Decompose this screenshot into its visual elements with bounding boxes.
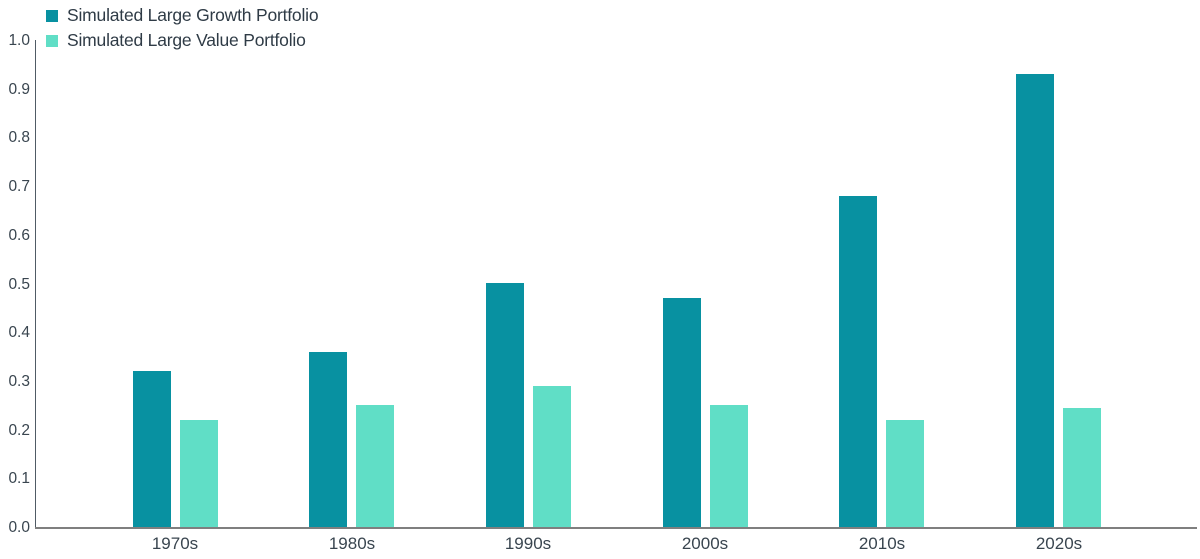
y-axis-tick-label: 0.0	[8, 519, 30, 536]
legend-item-growth: Simulated Large Growth Portfolio	[46, 5, 319, 25]
x-axis-baseline	[35, 527, 1197, 529]
value-bar-1970s	[180, 420, 218, 527]
y-axis-tick-label: 0.6	[8, 226, 30, 244]
growth-bar-1980s	[309, 352, 347, 527]
y-axis-tick-label: 0.3	[8, 372, 30, 390]
x-axis-tick-label: 1970s	[151, 534, 199, 553]
value-bar-2000s	[710, 405, 748, 527]
growth-bar-2010s	[839, 196, 877, 527]
y-axis-tick-label: 0.8	[8, 129, 30, 147]
value-bar-2010s	[886, 420, 924, 527]
growth-bar-2000s	[663, 298, 701, 527]
y-axis-line	[35, 40, 36, 528]
y-axis-tick-label: 0.4	[8, 324, 30, 342]
y-axis-tick-label: 0.9	[8, 80, 30, 98]
y-axis-tick-label: 1.0	[8, 32, 30, 49]
chart-legend: Simulated Large Growth Portfolio Simulat…	[46, 5, 319, 50]
y-axis-tick-label: 0.5	[8, 275, 30, 293]
x-axis-tick-label: 1990s	[504, 534, 552, 553]
value-bar-1980s	[356, 405, 394, 527]
x-axis-tick-label: 1980s	[328, 534, 376, 553]
legend-label-value: Simulated Large Value Portfolio	[67, 30, 306, 50]
x-axis-tick-label: 2020s	[1035, 534, 1083, 553]
y-axis-tick-label: 0.2	[8, 421, 30, 439]
legend-item-value: Simulated Large Value Portfolio	[46, 30, 318, 50]
y-axis-tick-label: 0.1	[8, 470, 30, 488]
x-axis-tick-label: 2010s	[858, 534, 906, 553]
growth-bar-1970s	[133, 371, 171, 527]
value-bar-1990s	[533, 386, 571, 527]
growth-series-swatch-icon	[46, 9, 58, 22]
value-bar-2020s	[1063, 408, 1101, 527]
growth-bar-2020s	[1016, 74, 1054, 527]
growth-bar-1990s	[486, 283, 524, 527]
legend-label-growth: Simulated Large Growth Portfolio	[67, 5, 319, 25]
value-series-swatch-icon	[46, 34, 58, 47]
x-axis-tick-label: 2000s	[681, 534, 729, 553]
y-axis-tick-label: 0.7	[8, 178, 30, 196]
